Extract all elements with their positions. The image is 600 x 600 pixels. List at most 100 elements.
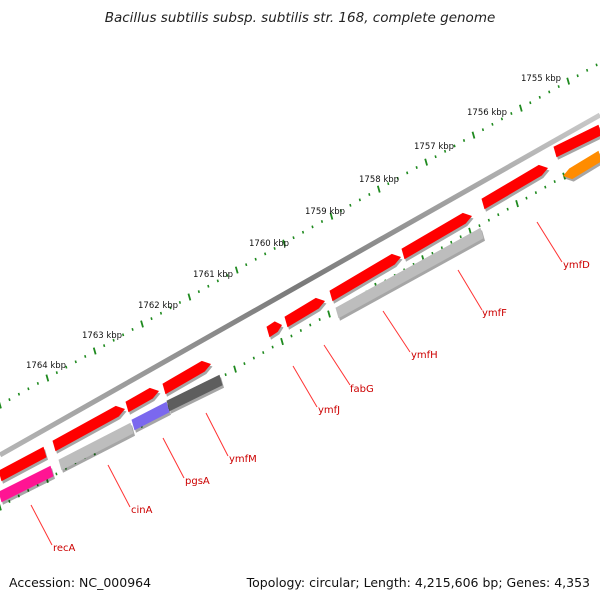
- outer-ruler-tick: [339, 209, 343, 213]
- gene-label-ymfM: ymfM: [229, 454, 257, 465]
- outer-ruler-tick: [491, 122, 494, 126]
- leader-line: [323, 344, 351, 386]
- outer-ruler-tick: [187, 293, 192, 301]
- outer-ruler-tick: [500, 117, 504, 121]
- outer-ruler-tick: [510, 112, 513, 115]
- outer-ruler-tick: [292, 236, 295, 240]
- gene-arrow-recA-lower: [0, 465, 55, 505]
- outer-ruler-tick: [273, 246, 276, 250]
- outer-ruler-tick: [424, 158, 428, 166]
- inner-ruler-tick: [553, 180, 556, 184]
- outer-ruler-tick: [585, 68, 589, 72]
- kbp-label-1755: 1755 kbp: [521, 74, 561, 84]
- outer-ruler-tick: [216, 279, 219, 283]
- outer-ruler-tick: [112, 338, 115, 342]
- accession-text: Accession: NC_000964: [9, 575, 152, 590]
- leader-line: [292, 365, 318, 408]
- inner-ruler-tick: [8, 500, 11, 503]
- leader-line: [162, 437, 185, 479]
- outer-ruler-tick: [406, 171, 409, 175]
- gene-arrow-fabG: [329, 253, 403, 304]
- outer-ruler-tick: [320, 220, 324, 223]
- inner-ruler-tick: [27, 488, 30, 492]
- outer-ruler-tick: [245, 263, 248, 267]
- outer-ruler-tick: [8, 398, 11, 402]
- inner-ruler-tick: [450, 240, 453, 244]
- inner-ruler-tick: [252, 356, 255, 360]
- outer-ruler-tick: [443, 149, 447, 153]
- outer-ruler-tick: [264, 252, 267, 256]
- outer-ruler-tick: [65, 365, 68, 369]
- outer-ruler-tick: [301, 230, 305, 234]
- outer-ruler-tick: [197, 290, 200, 294]
- leader-line: [457, 269, 483, 311]
- outer-ruler-tick: [140, 320, 144, 328]
- outer-ruler-tick: [103, 344, 106, 348]
- outer-ruler-tick: [387, 182, 390, 186]
- kbp-label-1760: 1760 kbp: [249, 239, 289, 249]
- outer-ruler-tick: [45, 374, 50, 382]
- outer-kbp-ruler: [0, 63, 598, 409]
- leader-line: [107, 464, 131, 508]
- inner-ruler-tick: [55, 472, 58, 476]
- inner-ruler-tick: [487, 218, 491, 222]
- inner-ruler-tick: [525, 196, 528, 200]
- gene-arrow: [284, 297, 327, 330]
- outer-ruler-tick: [529, 101, 532, 105]
- inner-ruler-tick: [318, 318, 321, 321]
- inner-ruler-tick: [497, 213, 500, 217]
- gene-arrow-pgsA: [131, 401, 171, 433]
- outer-ruler-tick: [121, 333, 125, 337]
- kbp-label-1764: 1764 kbp: [26, 361, 66, 371]
- leader-line: [205, 412, 229, 457]
- outer-ruler-tick: [207, 284, 210, 288]
- outer-ruler-tick: [329, 212, 334, 220]
- inner-ruler-tick: [506, 207, 509, 211]
- kbp-label-1758: 1758 kbp: [359, 175, 399, 185]
- gene-arrow: [481, 164, 550, 212]
- outer-ruler-tick: [434, 155, 437, 159]
- inner-ruler-tick: [243, 362, 246, 366]
- outer-ruler-tick: [84, 354, 87, 358]
- outer-ruler-tick: [226, 273, 229, 277]
- inner-ruler-tick: [440, 246, 443, 250]
- leader-line: [382, 310, 411, 353]
- outer-ruler-tick: [368, 193, 371, 196]
- gene-label-ymfJ: ymfJ: [318, 405, 340, 416]
- gene-arrow-ymfJ: [266, 321, 284, 340]
- outer-ruler-tick: [178, 300, 182, 304]
- outer-ruler-tick: [576, 74, 579, 78]
- gene-arrow-ymfD: [563, 150, 600, 182]
- outer-ruler-tick: [169, 306, 172, 310]
- inner-ruler-tick: [262, 351, 265, 355]
- kbp-label-1757: 1757 kbp: [414, 142, 454, 152]
- inner-ruler-tick: [534, 191, 538, 195]
- label-leader-lines: [30, 221, 563, 546]
- inner-ruler-tick: [299, 329, 302, 332]
- inner-ruler-tick: [233, 365, 237, 373]
- outer-ruler-tick: [349, 203, 352, 207]
- leader-line: [536, 221, 563, 263]
- gene-label-ymfD: ymfD: [563, 260, 590, 271]
- inner-ruler-tick: [478, 224, 481, 228]
- gene-arrow: [401, 212, 474, 262]
- inner-ruler-tick: [290, 334, 293, 338]
- gene-label-pgsA: pgsA: [185, 476, 210, 487]
- gene-arrow: [162, 360, 213, 397]
- genome-backbone: [0, 112, 600, 458]
- gene-features: [0, 124, 600, 505]
- outer-ruler-tick: [595, 63, 598, 67]
- kbp-label-1763: 1763 kbp: [82, 331, 122, 341]
- outer-ruler-tick: [415, 166, 418, 169]
- gene-labels: ymfD ymfF ymfH fabG ymfJ ymfM pgsA cinA …: [53, 260, 590, 554]
- gene-arrow-recA: [0, 446, 48, 484]
- outer-ruler-tick: [92, 347, 97, 355]
- outer-ruler-tick: [376, 185, 381, 193]
- outer-ruler-tick: [254, 257, 257, 261]
- outer-ruler-tick: [159, 311, 163, 315]
- genome-summary-text: Topology: circular; Length: 4,215,606 bp…: [246, 575, 590, 590]
- outer-ruler-tick: [74, 360, 77, 364]
- inner-ruler-tick: [271, 345, 274, 349]
- outer-ruler-tick: [566, 77, 571, 85]
